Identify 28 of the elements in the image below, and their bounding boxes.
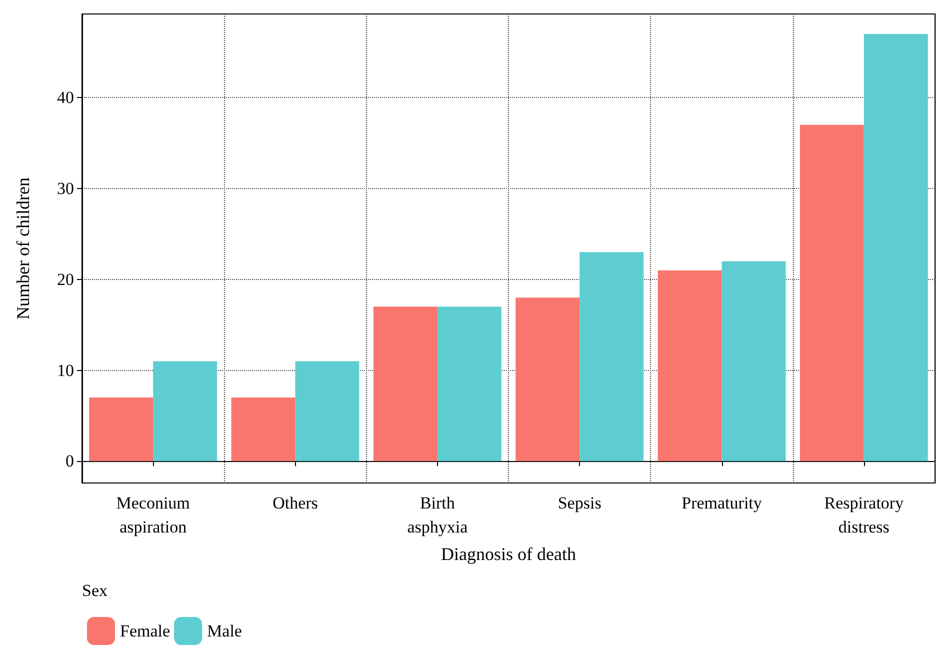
x-tick-label: Sepsis: [558, 494, 602, 512]
x-tick-label: Respiratory distress: [824, 494, 904, 536]
x-axis-title: Diagnosis of death: [441, 544, 576, 564]
bar: [231, 398, 296, 462]
y-tick-label: 0: [66, 452, 74, 471]
bar: [153, 361, 218, 462]
bar: [580, 252, 644, 462]
y-axis-title: Number of children: [13, 178, 33, 320]
x-tick-label: Meconium aspiration: [116, 494, 190, 536]
y-tick-label: 20: [57, 270, 74, 289]
bar: [437, 306, 502, 462]
x-tick-label: Others: [272, 494, 318, 512]
bar: [516, 298, 580, 462]
bar: [295, 361, 360, 462]
bar: [658, 270, 722, 462]
y-tick-label: 40: [57, 88, 74, 108]
bar: [373, 306, 438, 462]
y-tick-label: 30: [57, 179, 74, 198]
bar: [722, 261, 786, 462]
bar: [800, 124, 864, 462]
bar: [864, 34, 928, 462]
y-tick-label: 10: [57, 360, 74, 380]
legend-label: Female: [120, 622, 170, 640]
x-tick-label: Prematurity: [682, 494, 762, 512]
x-tick-label: Birth asphyxia: [407, 494, 468, 536]
legend-label: Male: [207, 622, 242, 640]
legend-title: Sex: [82, 581, 108, 600]
bar: [89, 398, 154, 462]
